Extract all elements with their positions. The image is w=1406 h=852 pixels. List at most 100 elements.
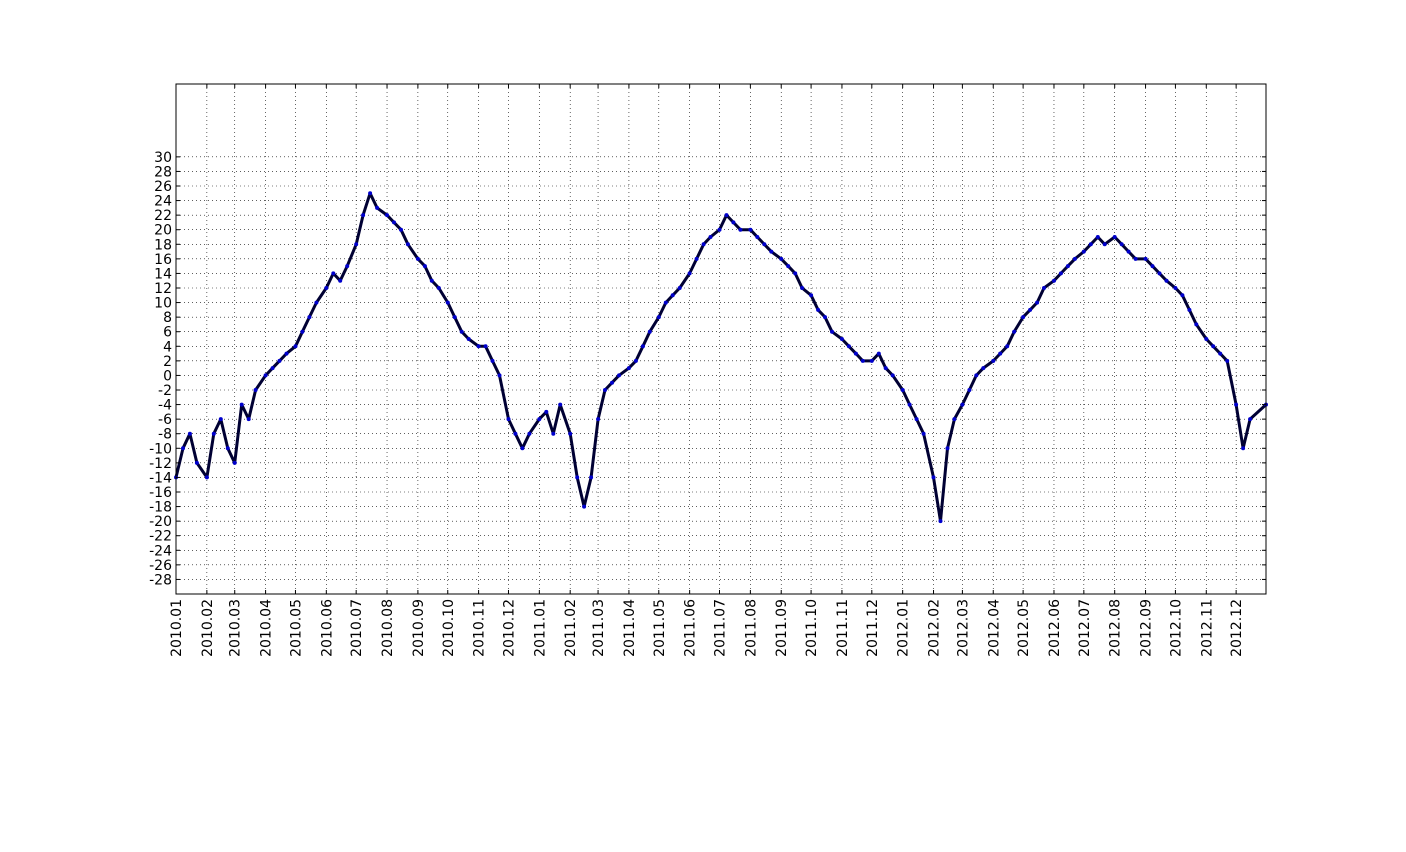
data-point <box>724 213 729 218</box>
data-point <box>1173 286 1178 290</box>
data-point <box>869 358 874 363</box>
y-tick-label: 18 <box>154 237 172 253</box>
x-tick-label: 2012.10 <box>1168 599 1184 657</box>
data-point <box>677 286 682 290</box>
data-point <box>314 300 319 305</box>
data-point <box>974 373 979 378</box>
data-point <box>253 388 258 392</box>
data-point <box>786 264 791 269</box>
data-point <box>779 256 784 261</box>
data-point <box>755 235 760 239</box>
data-point <box>1143 256 1148 261</box>
data-point <box>1234 402 1239 407</box>
x-tick-label: 2011.10 <box>804 599 820 657</box>
data-point <box>883 366 888 371</box>
x-tick-label: 2011.07 <box>713 599 729 657</box>
data-point <box>558 402 563 407</box>
data-point <box>476 344 481 349</box>
y-tick-label: -14 <box>149 470 172 486</box>
data-point <box>368 191 373 196</box>
data-point <box>945 446 950 451</box>
y-tick-label: 10 <box>154 296 172 312</box>
data-point <box>1088 242 1093 247</box>
data-point <box>687 271 692 276</box>
x-tick-label: 2011.02 <box>563 599 579 657</box>
x-tick-label: 2010.01 <box>169 599 185 657</box>
y-tick-label: -26 <box>149 558 172 574</box>
x-axis: 2010.01 2010.02 2010.03 2010.04 2010.05 2010.… <box>169 84 1245 657</box>
data-point <box>300 329 305 334</box>
x-tick-label: 2011.09 <box>774 599 790 657</box>
grid <box>175 84 1266 594</box>
data-point <box>1035 300 1040 305</box>
x-tick-label: 2012.11 <box>1199 599 1215 657</box>
x-tick-label: 2010.07 <box>349 599 365 657</box>
data-point <box>860 358 865 363</box>
data-point <box>194 460 199 465</box>
x-tick-label: 2012.03 <box>955 599 971 657</box>
data-point <box>991 358 996 363</box>
data-point <box>1028 307 1033 312</box>
data-point <box>513 431 518 436</box>
data-point <box>218 417 223 422</box>
y-tick-label: -12 <box>149 456 172 472</box>
data-point <box>445 300 450 305</box>
data-point <box>436 286 441 290</box>
data-point <box>603 388 607 392</box>
data-point <box>1095 235 1100 239</box>
data-point <box>596 417 601 422</box>
data-point <box>354 242 359 247</box>
data-point <box>506 417 511 422</box>
data-point <box>520 446 525 451</box>
data-point <box>392 220 396 225</box>
data-point <box>415 256 420 261</box>
x-tick-label: 2011.04 <box>622 599 638 657</box>
data-point <box>239 402 244 407</box>
y-tick-label: -28 <box>149 572 172 588</box>
data-point <box>610 380 614 385</box>
y-tick-label: -24 <box>149 543 172 559</box>
y-tick-label: 6 <box>163 325 172 341</box>
data-point <box>1102 242 1107 247</box>
y-tick-label: -20 <box>149 514 172 530</box>
data-point <box>537 417 542 422</box>
data-point <box>823 315 827 320</box>
data-point <box>246 417 251 422</box>
data-point <box>211 431 216 436</box>
x-tick-label: 2012.07 <box>1077 599 1093 657</box>
x-tick-label: 2010.04 <box>259 599 275 657</box>
data-point <box>1133 256 1138 261</box>
x-tick-label: 2011.08 <box>743 599 759 657</box>
data-point <box>187 431 192 436</box>
y-tick-label: -8 <box>158 427 172 443</box>
data-point <box>617 373 621 378</box>
y-tick-label: 20 <box>154 223 172 239</box>
x-tick-label: 2010.09 <box>411 599 427 657</box>
data-point <box>452 315 457 320</box>
y-tick-label: 16 <box>154 252 172 268</box>
data-point <box>263 373 268 378</box>
data-point <box>640 344 645 349</box>
data-point <box>717 227 722 232</box>
y-tick-label: -18 <box>149 500 172 516</box>
y-tick-label: 22 <box>154 208 172 224</box>
x-tick-label: 2010.12 <box>501 599 517 657</box>
data-point <box>551 431 556 436</box>
data-point <box>846 344 851 349</box>
data-point <box>422 264 427 269</box>
data-point <box>1005 344 1010 349</box>
x-tick-label: 2010.05 <box>288 599 304 657</box>
x-tick-label: 2010.08 <box>380 599 396 657</box>
data-point <box>544 409 549 414</box>
data-point <box>284 351 289 356</box>
data-point <box>1225 358 1230 363</box>
y-tick-label: 26 <box>154 179 172 195</box>
data-point <box>708 235 713 239</box>
data-point <box>1241 446 1246 451</box>
y-axis: 302826242220181614121086420-2-4-6-8-10-1… <box>149 150 1266 588</box>
data-point <box>459 329 464 334</box>
data-point <box>490 358 495 363</box>
data-point <box>307 315 312 320</box>
data-point <box>931 475 936 480</box>
